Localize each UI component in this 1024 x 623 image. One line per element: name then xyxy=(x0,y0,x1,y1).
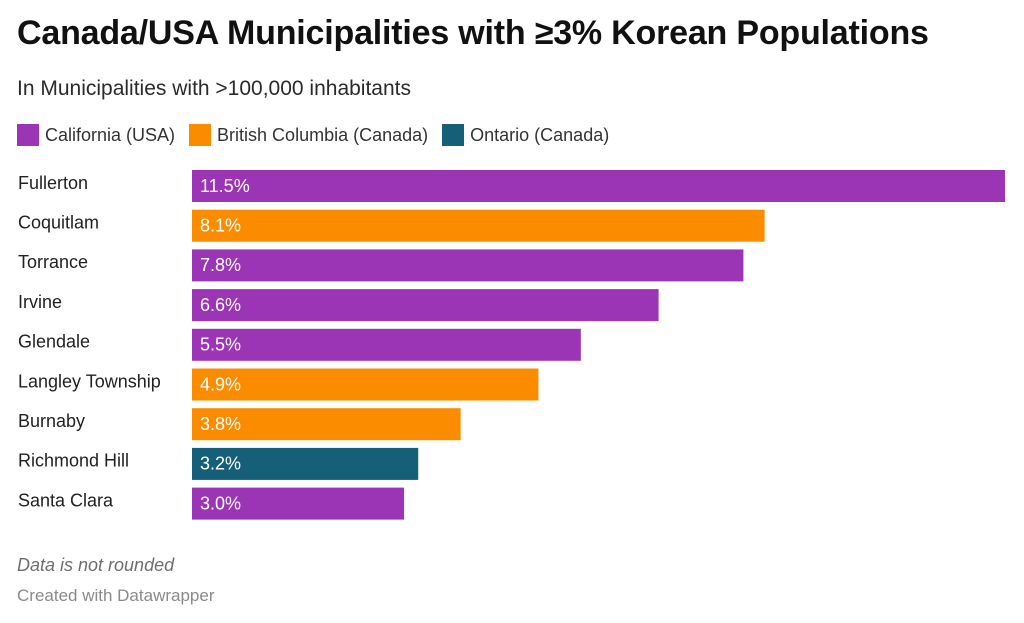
bar-santa-clara xyxy=(192,487,405,520)
value-label-coquitlam: 8.1% xyxy=(200,215,241,235)
value-label-torrance: 7.8% xyxy=(200,255,241,275)
credit: Created with Datawrapper xyxy=(17,586,215,605)
value-label-richmond-hill: 3.2% xyxy=(200,454,241,474)
category-label-santa-clara: Santa Clara xyxy=(18,490,114,510)
bar-coquitlam xyxy=(192,209,765,242)
category-label-langley-township: Langley Township xyxy=(18,371,161,391)
value-label-burnaby: 3.8% xyxy=(200,414,241,434)
legend-swatch-british-columbia xyxy=(189,124,212,146)
legend-label-california: California (USA) xyxy=(45,124,176,145)
category-label-richmond-hill: Richmond Hill xyxy=(18,451,129,471)
category-label-irvine: Irvine xyxy=(18,292,62,312)
bar-langley-township xyxy=(192,368,539,401)
category-label-burnaby: Burnaby xyxy=(18,411,85,431)
legend-item-british-columbia: British Columbia (Canada) xyxy=(189,124,428,146)
footnote: Data is not rounded xyxy=(17,555,175,575)
legend-label-ontario: Ontario (Canada) xyxy=(470,124,610,145)
bar-torrance xyxy=(192,249,744,282)
category-label-fullerton: Fullerton xyxy=(18,173,88,193)
chart-title: Canada/USA Municipalities with ≥3% Korea… xyxy=(17,14,929,52)
bar-burnaby xyxy=(192,408,461,441)
legend: California (USA) British Columbia (Canad… xyxy=(17,122,623,148)
legend-item-california: California (USA) xyxy=(17,124,175,146)
value-label-fullerton: 11.5% xyxy=(200,176,250,196)
legend-label-british-columbia: British Columbia (Canada) xyxy=(217,124,429,145)
legend-swatch-california xyxy=(17,124,39,146)
chart-subtitle: In Municipalities with >100,000 inhabita… xyxy=(17,77,411,100)
value-label-glendale: 5.5% xyxy=(200,335,241,355)
legend-item-ontario: Ontario (Canada) xyxy=(442,124,609,146)
category-label-glendale: Glendale xyxy=(18,332,90,352)
bar-glendale xyxy=(192,328,581,361)
bar-chart: Fullerton 11.5% Coquitlam 8.1% Torrance 7.8% I… xyxy=(18,170,1005,520)
bar-fullerton xyxy=(192,170,1005,202)
legend-swatch-ontario xyxy=(442,124,465,146)
bar-richmond-hill xyxy=(192,447,419,480)
value-label-santa-clara: 3.0% xyxy=(200,493,241,513)
value-label-irvine: 6.6% xyxy=(200,295,241,315)
category-label-coquitlam: Coquitlam xyxy=(18,212,99,232)
bar-irvine xyxy=(192,289,659,322)
value-label-langley-township: 4.9% xyxy=(200,374,241,394)
category-label-torrance: Torrance xyxy=(18,252,88,272)
